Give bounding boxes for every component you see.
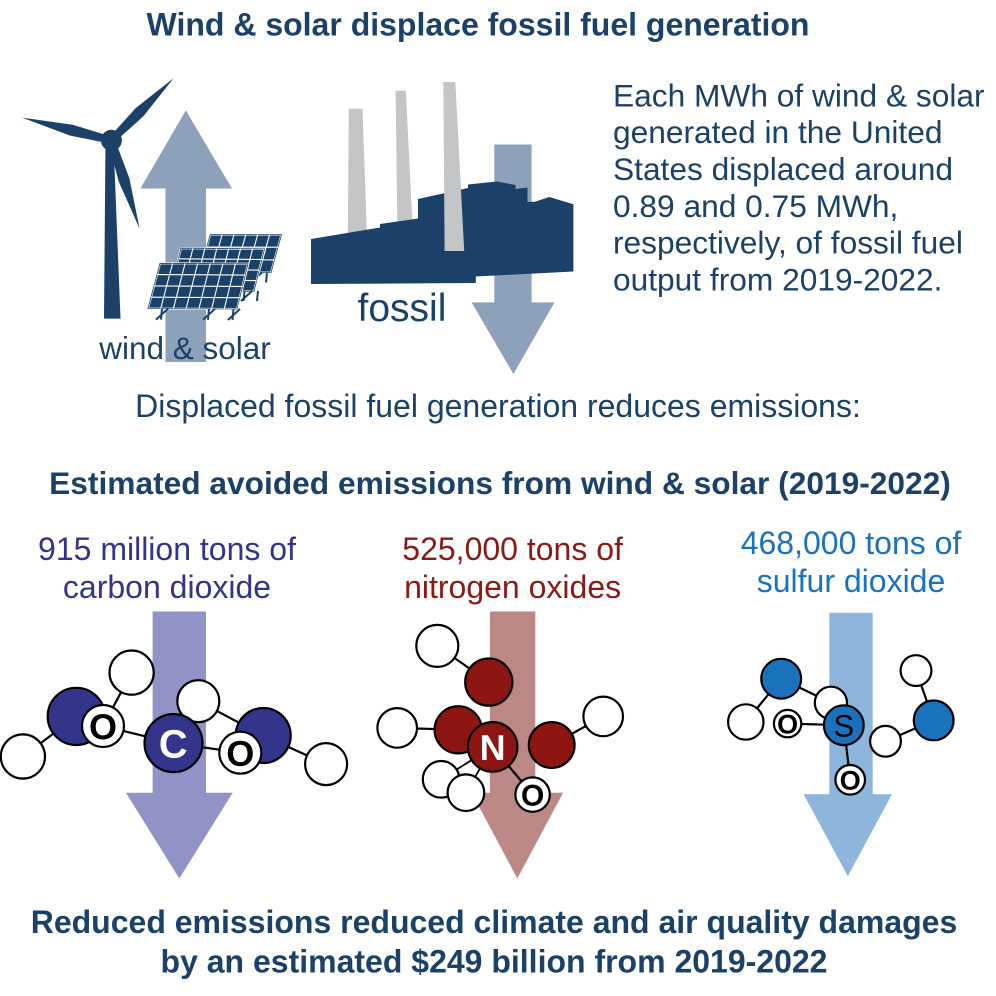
svg-text:sulfur dioxide: sulfur dioxide [757,563,946,599]
svg-text:wind & solar: wind & solar [98,330,271,366]
svg-text:Estimated avoided emissions fr: Estimated avoided emissions from wind & … [49,465,951,501]
svg-text:output from 2019-2022.: output from 2019-2022. [613,261,942,297]
svg-text:by an estimated $249 billion f: by an estimated $249 billion from 2019-2… [161,944,828,980]
svg-text:nitrogen oxides: nitrogen oxides [404,569,621,605]
svg-text:525,000 tons of: 525,000 tons of [402,531,623,567]
svg-text:Wind & solar displace fossil f: Wind & solar displace fossil fuel genera… [147,7,810,43]
svg-text:States displaced around: States displaced around [613,151,953,187]
svg-text:915 million tons of: 915 million tons of [38,531,296,567]
svg-text:468,000 tons of: 468,000 tons of [741,525,962,561]
svg-text:Reduced emissions reduced clim: Reduced emissions reduced climate and ai… [31,904,958,940]
svg-text:fossil: fossil [358,287,447,330]
svg-text:Displaced fossil fuel generati: Displaced fossil fuel generation reduces… [135,388,861,424]
svg-text:respectively, of fossil fuel: respectively, of fossil fuel [613,225,963,261]
svg-text:Each MWh of wind & solar: Each MWh of wind & solar [613,77,985,113]
svg-text:0.89 and 0.75 MWh,: 0.89 and 0.75 MWh, [613,188,898,224]
svg-text:carbon dioxide: carbon dioxide [63,569,271,605]
svg-text:generated in the United: generated in the United [613,114,942,150]
